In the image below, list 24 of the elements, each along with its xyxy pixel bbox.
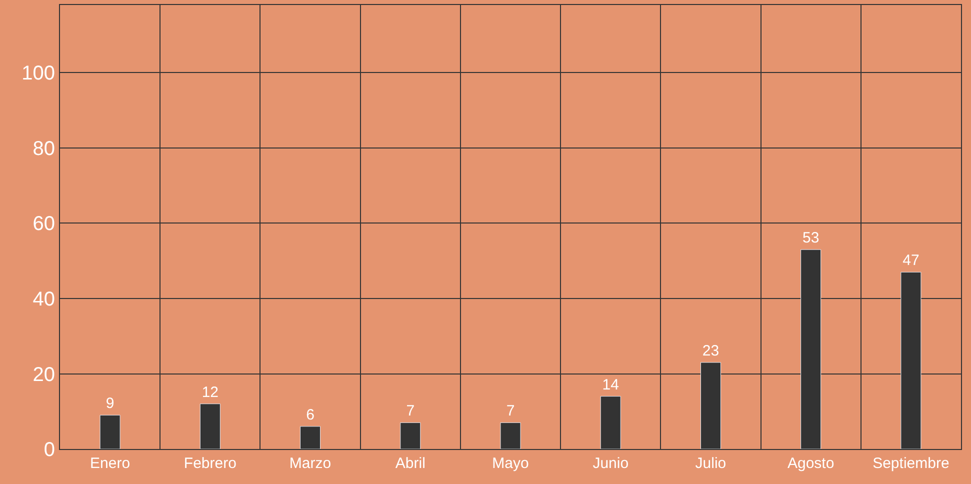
x-tick-label: Junio <box>592 455 629 472</box>
x-tick-label: Enero <box>90 455 130 472</box>
y-tick-label: 20 <box>32 364 55 386</box>
data-label: 7 <box>506 402 515 420</box>
y-tick-label: 60 <box>32 213 55 236</box>
y-tick-label: 40 <box>32 288 55 310</box>
data-label: 23 <box>702 342 720 360</box>
x-tick-label: Abril <box>395 455 426 472</box>
data-label: 14 <box>602 376 619 394</box>
data-label: 9 <box>106 395 114 412</box>
x-tick-label: Septiembre <box>872 455 950 472</box>
x-tick-label: Febrero <box>184 455 236 472</box>
data-label: 7 <box>406 402 415 420</box>
y-tick-label: 100 <box>22 62 55 85</box>
x-tick-label: Marzo <box>289 455 332 472</box>
x-tick-label: Mayo <box>492 455 529 472</box>
data-label: 6 <box>306 406 314 424</box>
x-tick-label: Julio <box>695 455 726 472</box>
data-label: 12 <box>202 384 219 401</box>
y-tick-label: 0 <box>44 439 55 461</box>
x-tick-label: Agosto <box>787 455 834 472</box>
data-label: 47 <box>902 252 920 270</box>
y-tick-label: 80 <box>32 138 55 160</box>
data-label: 53 <box>802 230 820 247</box>
